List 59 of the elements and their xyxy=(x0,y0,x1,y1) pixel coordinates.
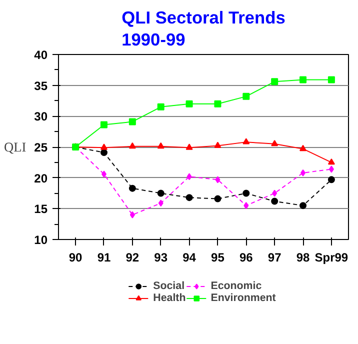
point xyxy=(186,144,193,150)
point xyxy=(242,92,250,100)
y-tick-label: 15 xyxy=(34,202,48,216)
legend-label: Economic xyxy=(210,280,262,292)
point xyxy=(271,78,278,86)
point xyxy=(328,76,335,84)
point xyxy=(300,144,307,152)
point xyxy=(186,100,193,108)
point xyxy=(100,144,108,150)
y-tick-label: 35 xyxy=(34,78,48,93)
point xyxy=(130,211,135,218)
point xyxy=(214,195,222,202)
point xyxy=(128,142,136,149)
point xyxy=(244,202,249,210)
legend-label: Environment xyxy=(210,292,276,304)
point xyxy=(328,158,335,165)
point xyxy=(158,200,164,207)
x-tick-label: Spr99 xyxy=(314,250,348,264)
y-tick-label: 20 xyxy=(34,171,48,186)
x-tick-label: 95 xyxy=(211,250,225,264)
x-tick-label: 98 xyxy=(296,250,310,264)
y-tick-label: 25 xyxy=(34,140,48,154)
y-tick-label: 10 xyxy=(34,233,48,247)
y-tick-label: 30 xyxy=(34,110,48,124)
point xyxy=(242,138,250,144)
point xyxy=(300,76,307,84)
point xyxy=(272,190,278,197)
x-tick-label: 94 xyxy=(182,250,196,264)
point xyxy=(328,166,334,173)
point xyxy=(214,142,222,148)
point xyxy=(157,103,164,110)
point xyxy=(214,100,222,108)
point xyxy=(100,149,108,156)
point xyxy=(271,198,278,205)
legend-label: Health xyxy=(153,292,186,304)
point xyxy=(328,176,335,184)
y-tick-label: 40 xyxy=(34,48,48,62)
point xyxy=(128,118,136,126)
legend-label: Social xyxy=(153,280,185,292)
y-axis-title: QLI xyxy=(4,140,26,154)
point xyxy=(157,190,164,197)
point xyxy=(157,142,164,149)
point xyxy=(215,176,220,184)
point xyxy=(186,194,193,202)
x-tick-label: 92 xyxy=(126,250,140,264)
point xyxy=(186,173,192,180)
x-tick-label: 96 xyxy=(239,250,254,264)
point xyxy=(128,184,136,192)
point xyxy=(300,202,307,210)
point xyxy=(271,140,278,146)
x-tick-label: 97 xyxy=(268,250,282,264)
x-tick-label: 90 xyxy=(68,250,83,264)
x-tick-label: 93 xyxy=(154,250,168,264)
point xyxy=(100,121,108,128)
x-tick-label: 91 xyxy=(97,250,111,264)
chart-title: QLI Sectoral Trends 1990-99 xyxy=(122,8,286,50)
point xyxy=(242,190,250,197)
point xyxy=(300,169,306,176)
point xyxy=(101,170,106,178)
